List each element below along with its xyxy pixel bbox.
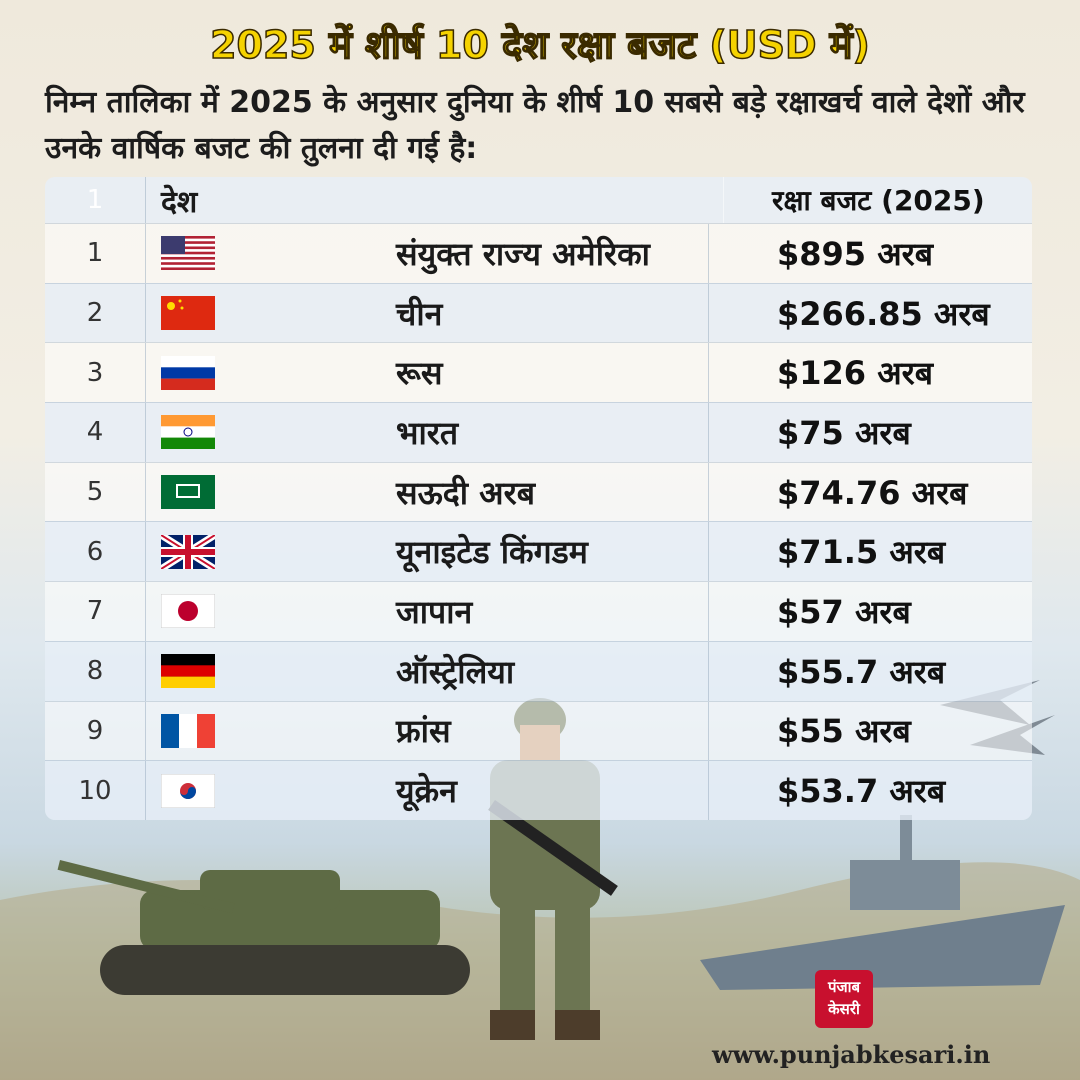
budget-cell: $126 अरब <box>777 354 934 393</box>
rank-cell: 7 <box>45 582 146 641</box>
table-row: 9 फ्रांस $55 अरब <box>45 700 1032 761</box>
flag <box>161 236 215 271</box>
rank-cell: 4 <box>45 403 146 462</box>
budget-cell: $55.7 अरब <box>777 652 946 691</box>
flag <box>161 296 215 331</box>
country-cell: ऑस्ट्रेलिया <box>396 641 709 701</box>
country-cell: रूस <box>396 343 709 403</box>
rank-cell: 8 <box>45 641 146 701</box>
table-row: 10 यूक्रेन $53.7 अरब <box>45 760 1032 820</box>
ship <box>700 815 1065 990</box>
rank-cell: 9 <box>45 701 146 761</box>
table: 1 देश रक्षा बजट (2025) 1 संयुक्त राज्य अमेरि… <box>45 177 1032 820</box>
table-row: 1 संयुक्त राज्य अमेरिका $895 अरब <box>45 223 1032 283</box>
rank-cell: 3 <box>45 343 146 403</box>
flag <box>161 713 215 748</box>
country-cell: भारत <box>396 403 709 462</box>
flag <box>161 355 215 390</box>
header-cell: देश <box>146 177 724 223</box>
country-cell: चीन <box>396 283 709 343</box>
flag-cell <box>146 284 396 343</box>
table-row: 5 सऊदी अरब $74.76 अरब <box>45 461 1032 522</box>
rank-cell: 1 <box>45 224 146 283</box>
table-row: 2 चीन $266.85 अरब <box>45 282 1032 343</box>
flag <box>161 534 215 569</box>
logo-line: केसरी <box>828 1000 860 1018</box>
logo-line: पंजाब <box>827 978 861 996</box>
table-row: 6 यूनाइटेड किंगडम $71.5 अरब <box>45 521 1032 582</box>
logo: पंजाब केसरी <box>815 970 873 1028</box>
flag <box>161 773 215 808</box>
country-cell: यूक्रेन <box>396 761 709 820</box>
budget-cell: $53.7 अरब <box>777 772 946 811</box>
budget-cell: $266.85 अरब <box>777 294 990 333</box>
table-row: 4 भारत $75 अरब <box>45 402 1032 462</box>
header-cell: रक्षा बजट (2025) <box>772 184 985 217</box>
country-cell: सऊदी अरब <box>396 462 709 522</box>
flag-cell <box>146 463 396 522</box>
flag-cell <box>146 761 396 820</box>
rank-cell: 6 <box>45 522 146 582</box>
rank-cell: 5 <box>45 462 146 522</box>
country-cell: जापान <box>396 582 709 641</box>
country-cell: यूनाइटेड किंगडम <box>396 522 709 582</box>
budget-cell: $71.5 अरब <box>777 533 946 572</box>
flag <box>161 475 215 510</box>
flag-cell <box>146 522 396 581</box>
budget-cell: $74.76 अरब <box>777 473 968 512</box>
flag-cell <box>146 642 396 701</box>
header-row: 1 देश रक्षा बजट (2025) <box>45 177 1032 223</box>
flag-cell <box>146 403 396 462</box>
rank-cell: 2 <box>45 283 146 343</box>
url: www.punjabkesari.in <box>712 1040 991 1069</box>
header-cell: 1 <box>45 177 146 223</box>
table-row: 8 ऑस्ट्रेलिया $55.7 अरब <box>45 640 1032 701</box>
budget-cell: $895 अरब <box>777 234 934 273</box>
table-row: 7 जापान $57 अरब <box>45 581 1032 641</box>
tank <box>57 860 470 995</box>
flag <box>161 415 215 450</box>
title: 2025 में शीर्ष 10 देश रक्षा बजट (USD में… <box>209 22 870 68</box>
budget-cell: $55 अरब <box>777 712 911 751</box>
rank-cell: 10 <box>45 761 146 820</box>
flag-cell <box>146 702 396 761</box>
flag-cell <box>146 582 396 641</box>
country-cell: संयुक्त राज्य अमेरिका <box>396 224 709 283</box>
flag <box>161 594 215 629</box>
budget-cell: $75 अरब <box>777 413 911 452</box>
flag <box>161 654 215 689</box>
subtitle: निम्न तालिका में 2025 के अनुसार दुनिया क… <box>45 85 1025 166</box>
budget-cell: $57 अरब <box>777 592 911 631</box>
country-cell: फ्रांस <box>396 701 709 761</box>
flag-cell <box>146 343 396 402</box>
table-row: 3 रूस $126 अरब <box>45 342 1032 403</box>
flag-cell <box>146 224 396 283</box>
